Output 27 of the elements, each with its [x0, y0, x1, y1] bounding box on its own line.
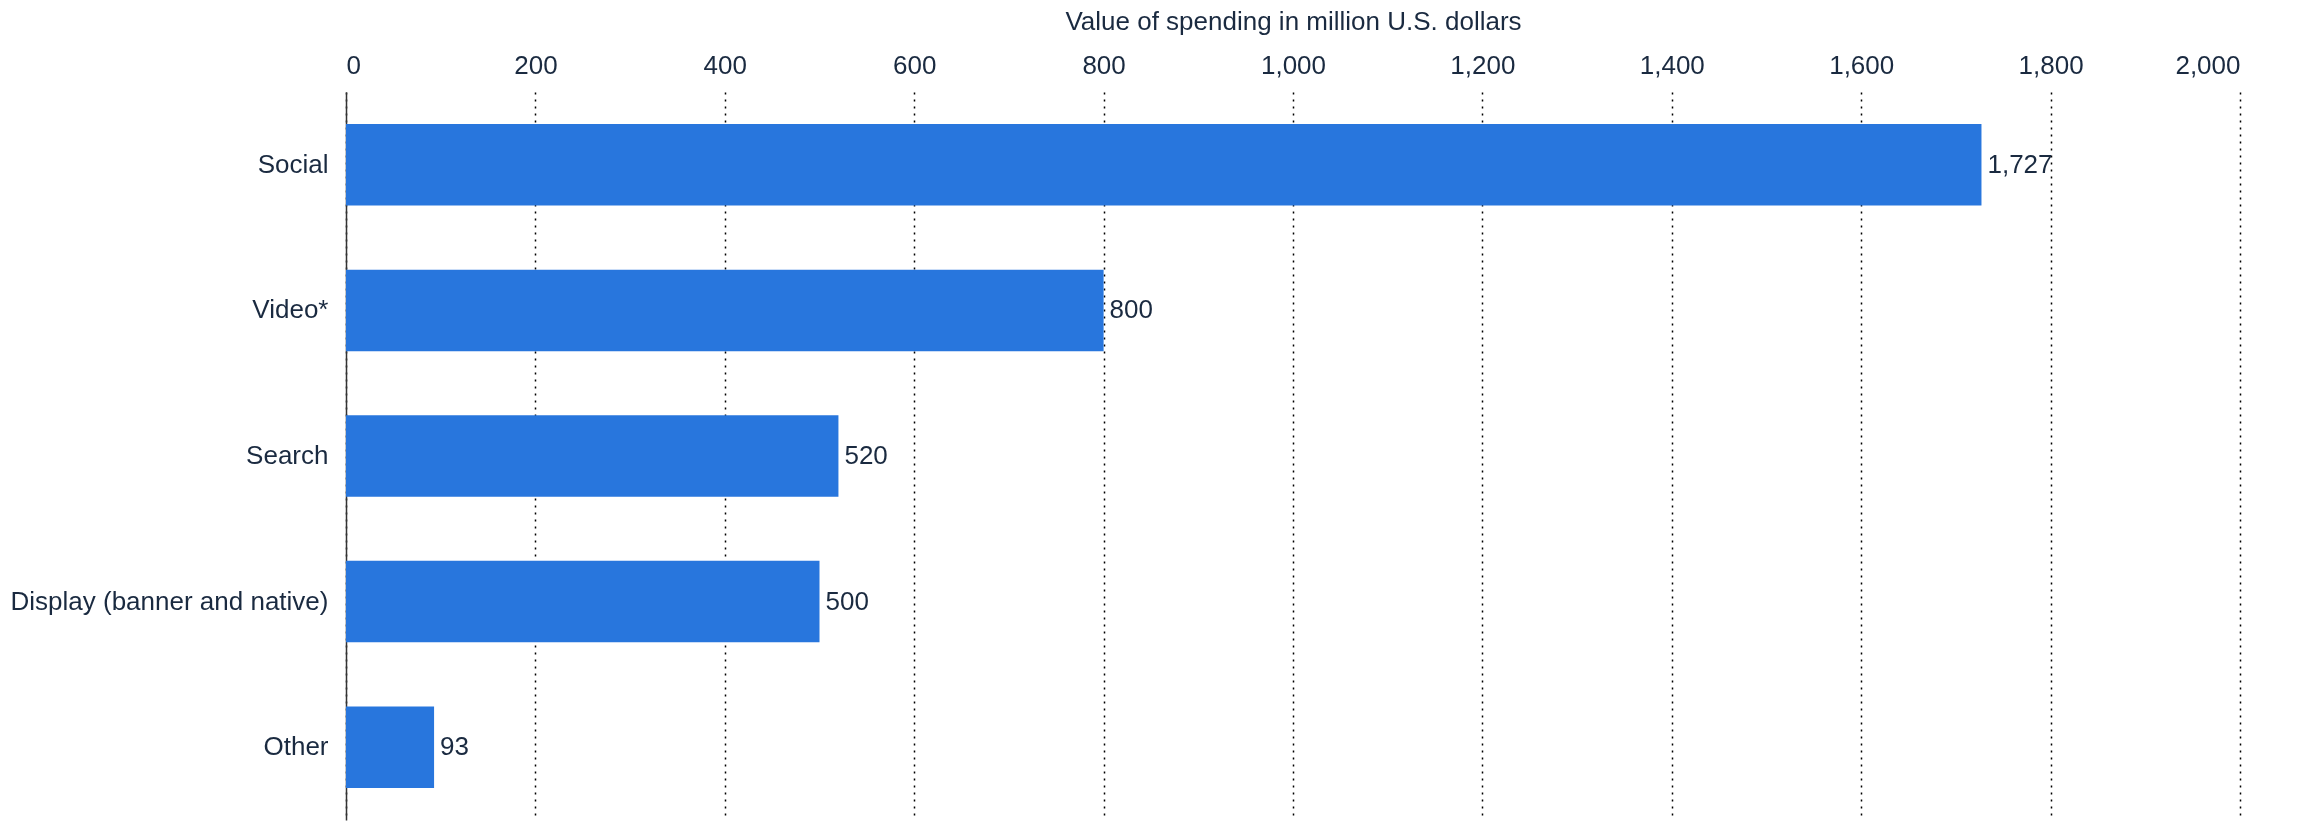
x-tick-label: 0 — [346, 49, 361, 80]
x-tick-label: 1,600 — [1829, 49, 1895, 80]
x-tick-label: 2,000 — [2175, 49, 2241, 80]
y-tick-label: Other — [263, 731, 329, 762]
x-tick-label: 1,400 — [1639, 49, 1705, 80]
x-tick-label: 200 — [514, 49, 558, 80]
bar — [346, 269, 1104, 352]
data-label: 1,727 — [1987, 148, 2053, 179]
x-tick-label: 400 — [703, 49, 747, 80]
data-label: 520 — [844, 440, 888, 470]
y-tick-label: Social — [257, 148, 329, 179]
x-tick-label: 600 — [893, 49, 937, 80]
x-tick-label: 1,800 — [2018, 49, 2084, 80]
y-tick-label: Video* — [252, 294, 329, 325]
y-tick-label: Display (banner and native) — [10, 585, 329, 616]
data-label: 800 — [1109, 294, 1153, 325]
bar — [346, 124, 1982, 206]
data-label: 93 — [440, 731, 469, 762]
x-tick-label: 1,000 — [1260, 49, 1327, 80]
bar — [346, 560, 820, 643]
bar — [346, 415, 839, 497]
data-label: 500 — [825, 585, 869, 616]
bar — [346, 706, 435, 788]
y-tick-label: Search — [246, 440, 329, 470]
x-tick-label: 800 — [1082, 49, 1126, 80]
x-tick-label: 1,200 — [1450, 49, 1516, 80]
x-axis-title: Value of spending in million U.S. dollars — [1065, 5, 1522, 36]
